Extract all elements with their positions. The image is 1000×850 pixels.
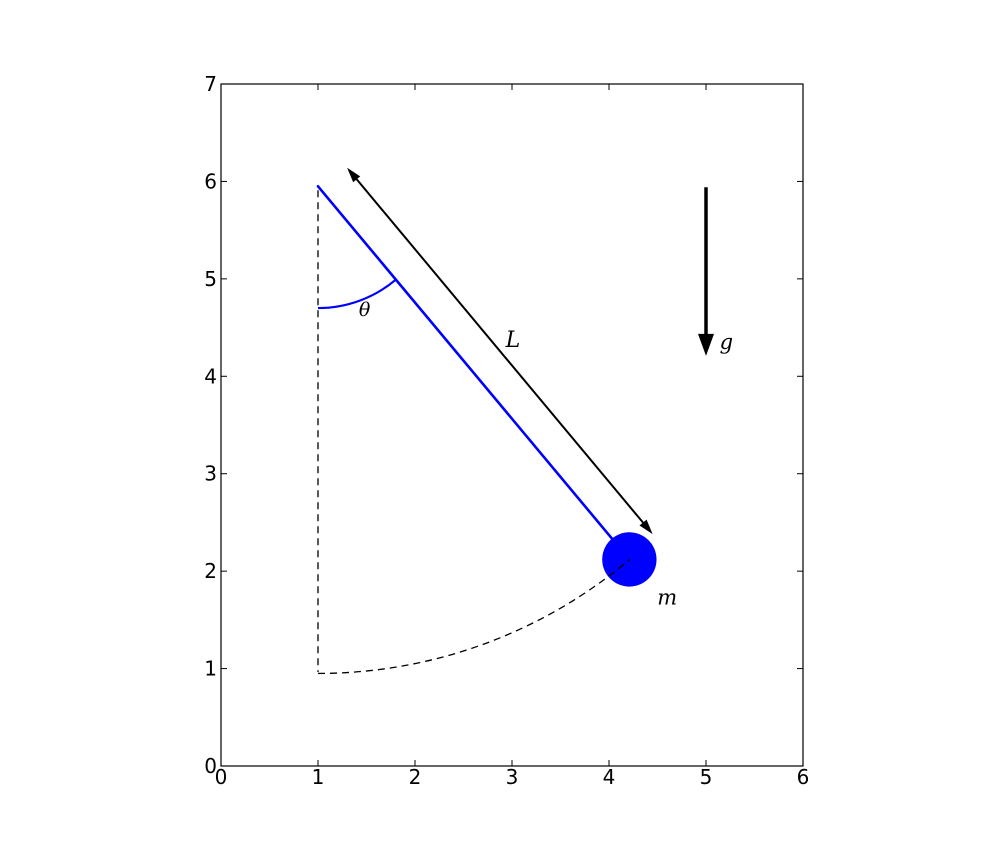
length-arrowhead-top <box>347 167 361 183</box>
x-tick-label: 5 <box>700 765 713 789</box>
mass-label: m <box>657 585 677 609</box>
y-tick-label: 2 <box>204 559 217 583</box>
length-arrow <box>354 176 646 526</box>
y-tick-label: 5 <box>204 267 217 291</box>
y-tick-label: 7 <box>204 72 217 96</box>
length-arrowhead-bottom <box>639 519 653 535</box>
theta-arc <box>317 278 397 310</box>
y-tick-label: 3 <box>204 462 217 486</box>
y-tick-label: 0 <box>204 754 217 778</box>
plot-frame <box>220 83 804 767</box>
gravity-label: g <box>720 330 733 354</box>
x-tick-label: 0 <box>215 765 228 789</box>
theta-label: θ <box>359 299 371 321</box>
swing-arc <box>317 558 631 675</box>
y-tick-label: 4 <box>204 364 217 388</box>
x-tick-label: 3 <box>506 765 519 789</box>
x-tick-label: 6 <box>797 765 810 789</box>
x-tick-label: 4 <box>603 765 616 789</box>
gravity-arrowhead <box>698 333 714 356</box>
x-tick-label: 1 <box>312 765 325 789</box>
pendulum-rod <box>316 185 631 561</box>
y-tick-label: 1 <box>204 657 217 681</box>
y-tick-label: 6 <box>204 169 217 193</box>
length-label: L <box>505 328 521 353</box>
x-tick-label: 2 <box>409 765 422 789</box>
